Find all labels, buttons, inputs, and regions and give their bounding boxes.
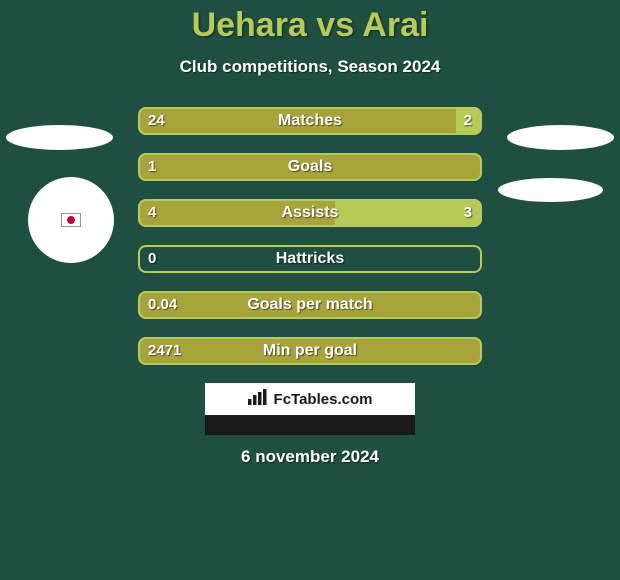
stat-label: Assists xyxy=(138,199,482,227)
player-photo-placeholder-right xyxy=(507,125,614,150)
stat-row: 0Hattricks xyxy=(138,245,482,273)
page-title: Uehara vs Arai xyxy=(0,6,620,45)
stat-label: Hattricks xyxy=(138,245,482,273)
stat-row: 242Matches xyxy=(138,107,482,135)
japan-flag-icon xyxy=(61,213,81,227)
stat-row: 0.04Goals per match xyxy=(138,291,482,319)
bar-chart-icon xyxy=(248,389,268,410)
stat-label: Matches xyxy=(138,107,482,135)
stat-label: Goals xyxy=(138,153,482,181)
stat-row: 2471Min per goal xyxy=(138,337,482,365)
player-photo-placeholder-left xyxy=(6,125,113,150)
date-label: 6 november 2024 xyxy=(0,447,620,467)
stat-row: 1Goals xyxy=(138,153,482,181)
page-subtitle: Club competitions, Season 2024 xyxy=(0,57,620,77)
stat-row: 43Assists xyxy=(138,199,482,227)
stat-label: Min per goal xyxy=(138,337,482,365)
stat-label: Goals per match xyxy=(138,291,482,319)
flag-circle-left xyxy=(28,177,114,263)
flag-placeholder-right xyxy=(498,178,603,202)
fctables-banner: FcTables.com xyxy=(205,383,415,435)
banner-text: FcTables.com xyxy=(274,391,373,408)
